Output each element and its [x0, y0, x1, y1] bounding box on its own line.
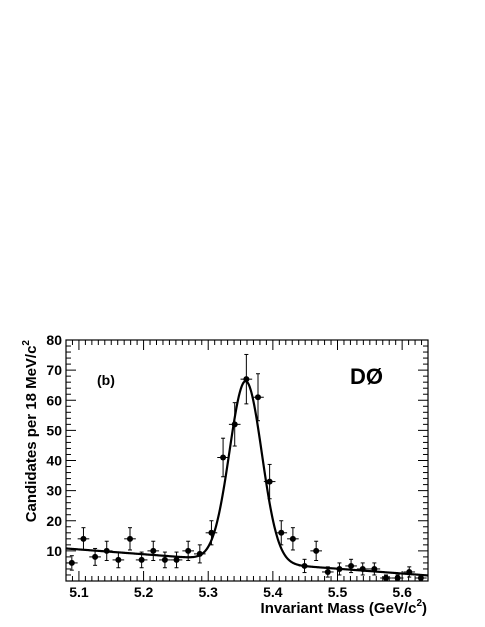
data-point — [403, 566, 416, 578]
panel-label: (b) — [97, 372, 115, 388]
data-point — [310, 540, 322, 562]
data-point — [100, 540, 113, 562]
y-tick-label: 10 — [46, 543, 62, 559]
data-marker — [394, 574, 401, 581]
data-marker — [266, 478, 273, 485]
data-marker — [231, 421, 238, 428]
x-tick-label: 5.3 — [198, 584, 218, 600]
data-points — [66, 353, 427, 582]
x-axis-title-superscript: 2 — [416, 598, 422, 609]
data-marker — [382, 574, 389, 581]
data-point — [240, 353, 253, 405]
data-marker — [324, 568, 331, 575]
axis-ticks — [66, 339, 429, 581]
x-tick-label: 5.1 — [69, 584, 89, 600]
data-marker — [278, 529, 285, 536]
tick-labels: 5.1 5.2 5.3 5.4 5.5 5.6 10 20 30 40 50 60 70 80 — [46, 332, 412, 600]
y-tick-label: 50 — [46, 422, 62, 438]
data-point — [333, 562, 346, 576]
data-marker — [359, 565, 366, 572]
data-point — [228, 402, 241, 447]
data-marker — [150, 547, 157, 554]
y-axis-title: Candidates per 18 MeV/c2 — [21, 340, 40, 523]
data-marker — [185, 547, 192, 554]
data-marker — [301, 562, 308, 569]
x-tick-label: 5.4 — [263, 584, 283, 600]
x-axis-title: Invariant Mass (GeV/c2) — [261, 598, 427, 617]
data-marker — [68, 559, 75, 566]
data-point — [182, 540, 194, 562]
data-point — [135, 551, 148, 569]
y-axis-title-superscript: 2 — [21, 340, 32, 346]
data-marker — [80, 535, 87, 542]
y-tick-label: 70 — [46, 362, 62, 378]
data-marker — [138, 556, 145, 563]
data-point — [356, 562, 369, 576]
data-marker — [161, 556, 168, 563]
data-point — [89, 547, 101, 566]
data-marker — [348, 562, 355, 569]
data-marker — [103, 547, 110, 554]
data-point — [321, 566, 334, 578]
data-point — [415, 574, 427, 582]
data-point — [112, 551, 125, 569]
y-axis-title-text: Candidates per 18 MeV/c — [23, 346, 40, 523]
x-tick-label: 5.5 — [328, 584, 348, 600]
data-point — [159, 551, 171, 569]
data-point — [77, 527, 90, 551]
data-point — [217, 437, 229, 478]
data-point — [147, 540, 160, 562]
data-point — [193, 544, 206, 564]
data-marker — [313, 547, 320, 554]
data-marker — [115, 556, 122, 563]
data-point — [205, 520, 218, 546]
x-tick-label: 5.6 — [392, 584, 412, 600]
data-marker — [417, 574, 424, 581]
data-point — [170, 551, 183, 569]
data-marker — [289, 535, 296, 542]
y-tick-label: 80 — [46, 332, 62, 348]
data-marker — [126, 535, 133, 542]
data-point — [380, 574, 392, 582]
data-point — [66, 555, 78, 571]
x-axis-title-close: ) — [422, 600, 427, 617]
data-marker — [243, 376, 250, 383]
data-marker — [173, 556, 180, 563]
data-marker — [371, 565, 378, 572]
data-marker — [196, 550, 203, 557]
data-marker — [220, 454, 227, 461]
data-point — [263, 463, 276, 500]
data-marker — [336, 565, 343, 572]
data-point — [345, 558, 357, 574]
y-tick-label: 60 — [46, 392, 62, 408]
data-point — [391, 574, 404, 582]
data-marker — [92, 553, 99, 560]
x-tick-label: 5.2 — [134, 584, 154, 600]
y-tick-label: 30 — [46, 483, 62, 499]
data-marker — [406, 568, 413, 575]
data-point — [298, 558, 311, 574]
y-tick-label: 20 — [46, 513, 62, 529]
data-point — [252, 373, 264, 422]
data-point — [275, 520, 288, 546]
data-point — [124, 527, 136, 551]
data-point — [287, 527, 299, 551]
data-point — [368, 562, 381, 576]
x-axis-title-text: Invariant Mass (GeV/c — [261, 600, 417, 617]
experiment-label: DØ — [350, 364, 383, 389]
y-tick-label: 40 — [46, 453, 62, 469]
data-marker — [208, 529, 215, 536]
data-marker — [254, 394, 261, 401]
